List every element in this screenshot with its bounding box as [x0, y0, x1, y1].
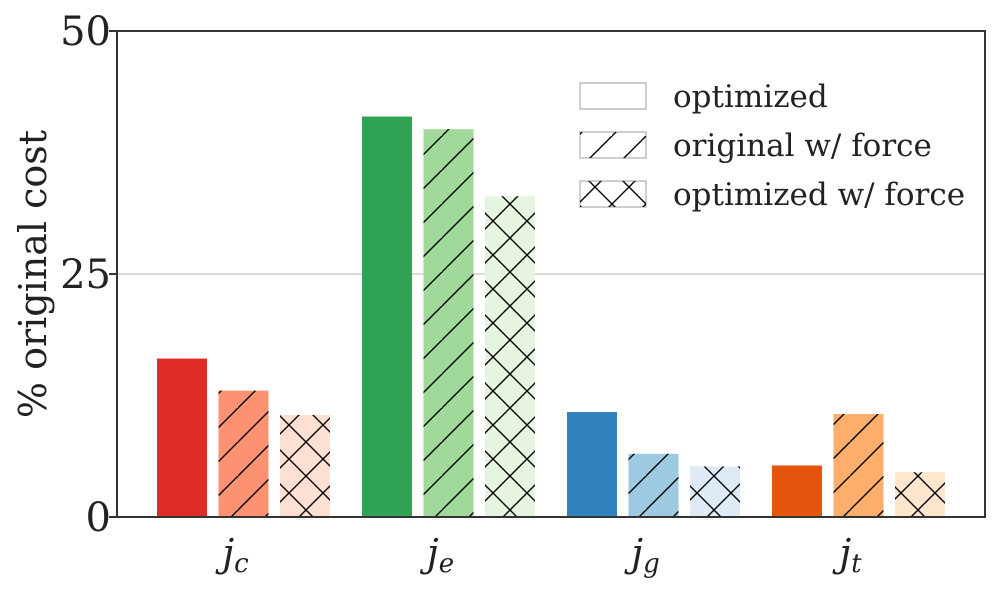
bar-jt-1: [772, 465, 822, 517]
legend-label: original w/ force: [673, 128, 932, 164]
x-axis-categories: jc je jg jt: [215, 531, 862, 579]
legend-hatch: [580, 132, 646, 158]
x-category-label: jc: [215, 531, 249, 579]
legend-entry: optimized: [579, 79, 828, 115]
y-axis-label: % original cost: [11, 130, 55, 418]
bar-fill: [157, 358, 207, 517]
bar-je-1: [362, 116, 412, 517]
bar-jt-2: [833, 413, 884, 517]
legend-swatch: [579, 82, 647, 110]
bar-fill: [772, 465, 822, 517]
bar-jg-3: [690, 466, 740, 517]
bars-group: [157, 116, 945, 518]
y-tick-label: 50: [60, 9, 111, 55]
bar-jc-1: [157, 358, 207, 517]
legend-label: optimized: [673, 79, 828, 115]
bar-hatch: [485, 196, 535, 518]
legend-entry: optimized w/ force: [579, 177, 965, 213]
legend-entry: original w/ force: [579, 128, 932, 164]
bar-jc-2: [218, 390, 269, 517]
bar-fill: [567, 412, 617, 517]
bar-hatch: [628, 453, 679, 517]
y-tick-label: 25: [60, 252, 111, 298]
bar-jg-2: [628, 453, 679, 517]
bar-jt-3: [895, 472, 945, 517]
y-tick-label: 0: [86, 495, 111, 541]
bar-je-3: [485, 196, 535, 518]
bar-hatch: [423, 129, 474, 517]
bar-fill: [362, 116, 412, 517]
bar-hatch: [218, 390, 269, 517]
bar-hatch: [833, 413, 884, 517]
legend-label: optimized w/ force: [673, 177, 965, 213]
bar-hatch: [690, 466, 740, 517]
bar-hatch: [280, 414, 330, 517]
x-category-label: je: [420, 531, 454, 579]
x-category-label: jg: [624, 531, 659, 579]
legend-hatch: [580, 181, 646, 207]
y-axis-ticks: 0 25 50: [60, 9, 117, 541]
bar-hatch: [895, 472, 945, 517]
bar-jc-3: [280, 414, 330, 517]
bar-je-2: [423, 129, 474, 517]
legend: optimized original w/ force optimized w/ f…: [579, 79, 965, 213]
x-category-label: jt: [832, 531, 862, 579]
bar-jg-1: [567, 412, 617, 517]
